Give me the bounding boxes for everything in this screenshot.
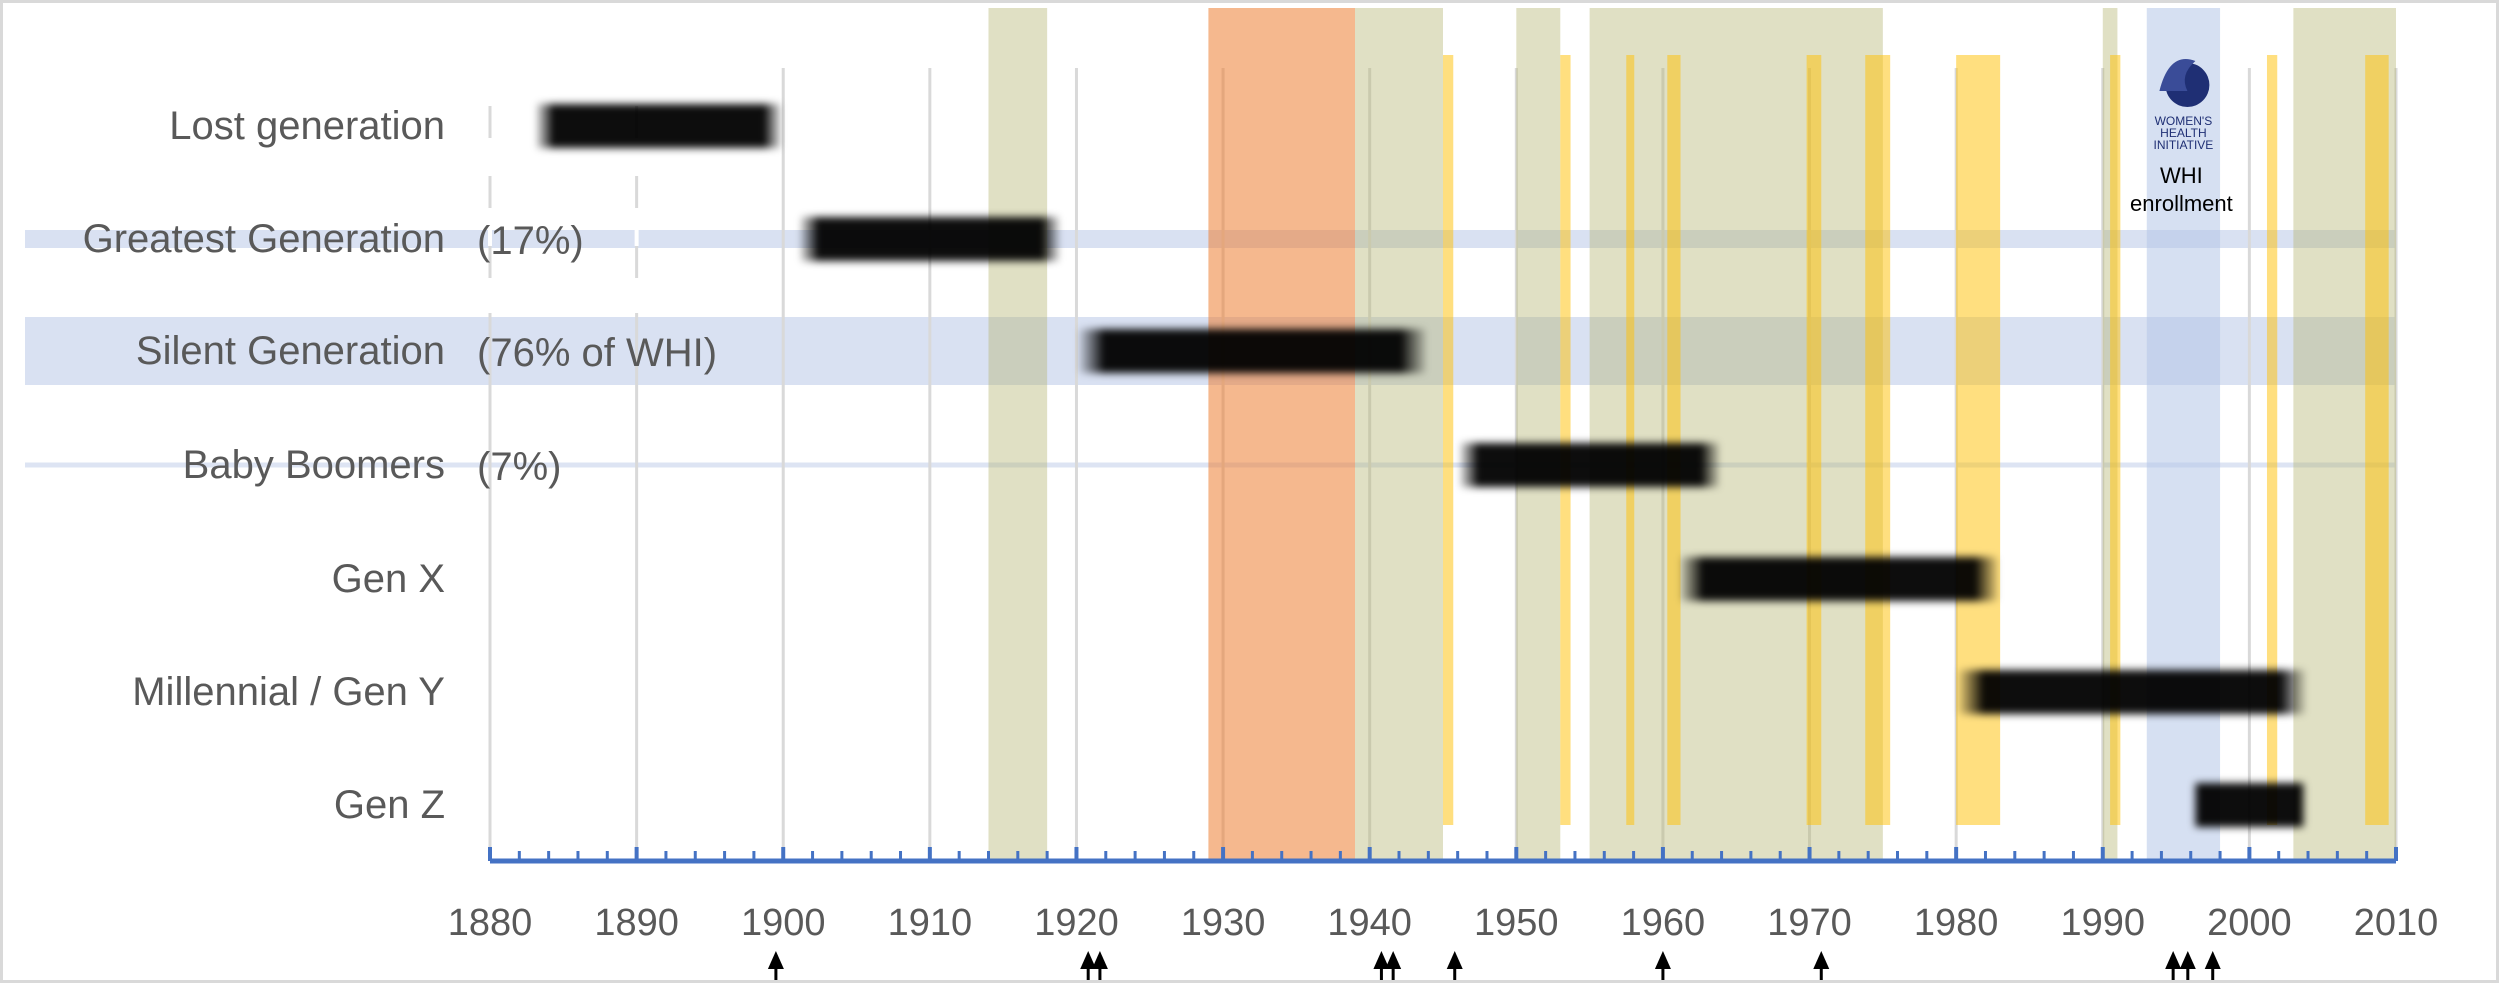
x-tick-label-1880: 1880: [448, 902, 533, 944]
recession-band-1: [1560, 55, 1571, 825]
event-arrow-head-3: [1373, 951, 1390, 969]
generation-bar-5: [1956, 670, 2309, 714]
event-arrow-head-7: [1813, 951, 1830, 969]
whi-label-line1: WHI: [2160, 163, 2203, 188]
event-arrows: [767, 951, 2221, 980]
event-arrow-head-5: [1446, 951, 1463, 969]
generation-label-5: Millennial / Gen Y: [132, 670, 445, 714]
generation-bars: [533, 104, 2309, 827]
x-tick-label-2010: 2010: [2354, 902, 2439, 944]
recession-band-3: [1667, 55, 1681, 825]
generation-label-3: Baby Boomers: [183, 443, 445, 487]
generation-labels: Lost generation Greatest Generation (17%) S…: [83, 104, 717, 827]
generation-share-1: (17%): [477, 219, 584, 263]
x-tick-label-1920: 1920: [1034, 902, 1119, 944]
event-arrow-head-8: [2165, 951, 2182, 969]
event-arrow-head-4: [1385, 951, 1402, 969]
whi-enrollment-band: [2146, 8, 2221, 861]
event-arrow-head-6: [1654, 951, 1671, 969]
event-arrow-head-2: [1091, 951, 1108, 969]
recession-band-4: [1806, 55, 1822, 825]
recession-band-7: [2110, 55, 2121, 825]
x-tick-label-1890: 1890: [594, 902, 679, 944]
generation-bar-2: [1076, 329, 1429, 373]
x-tick-label-1900: 1900: [741, 902, 826, 944]
x-tick-label-1950: 1950: [1474, 902, 1559, 944]
x-tick-label-1990: 1990: [2060, 902, 2145, 944]
recession-band-5: [1865, 55, 1891, 825]
generation-label-0: Lost generation: [169, 104, 445, 148]
x-tick-label-1930: 1930: [1181, 902, 1266, 944]
whi-logo-text-3: INITIATIVE: [2154, 138, 2214, 152]
war-band-2: [1516, 8, 1561, 861]
x-tick-label-1980: 1980: [1914, 902, 1999, 944]
generation-bar-3: [1457, 443, 1722, 487]
war-band-1: [1355, 8, 1443, 861]
depression-band: [1208, 8, 1356, 861]
recession-band-9: [2365, 55, 2389, 825]
period-bands: [988, 8, 2396, 861]
recession-band-0: [1443, 55, 1454, 825]
recession-band-8: [2266, 55, 2278, 825]
x-tick-label-1940: 1940: [1327, 902, 1412, 944]
recession-band-2: [1626, 55, 1635, 825]
generation-bar-1: [797, 217, 1062, 261]
event-arrow-head-1: [1080, 951, 1097, 969]
event-arrow-head-10: [2204, 951, 2221, 969]
generations-timeline-chart: Lost generation Greatest Generation (17%) S…: [25, 8, 2439, 980]
generation-bar-4: [1677, 557, 2001, 601]
event-arrow-head-9: [2179, 951, 2196, 969]
war-band-3: [1589, 8, 1883, 861]
generation-bar-6: [2190, 783, 2309, 827]
whi-logo-text-2: HEALTH: [2160, 126, 2206, 140]
generation-share-2: (76% of WHI): [477, 331, 717, 375]
x-tick-label-1910: 1910: [888, 902, 973, 944]
event-arrow-head-0: [767, 951, 784, 969]
generation-label-4: Gen X: [332, 557, 445, 601]
war-band-0: [988, 8, 1048, 861]
x-tick-label-2000: 2000: [2207, 902, 2292, 944]
whi-logo-text-1: WOMEN'S: [2155, 114, 2213, 128]
generation-label-1: Greatest Generation: [83, 217, 445, 261]
generation-bar-0: [533, 104, 784, 148]
generation-label-2: Silent Generation: [136, 329, 445, 373]
whi-logo-hair-icon: [2159, 59, 2196, 91]
whi-label-line2: enrollment: [2130, 191, 2233, 216]
generation-share-3: (7%): [477, 445, 561, 489]
x-tick-label-1960: 1960: [1621, 902, 1706, 944]
generation-label-6: Gen Z: [334, 783, 445, 827]
x-tick-label-1970: 1970: [1767, 902, 1852, 944]
x-axis: 1880 1890 1900 1910 1920 1930 1940 1950 1960 1970…: [448, 847, 2439, 944]
